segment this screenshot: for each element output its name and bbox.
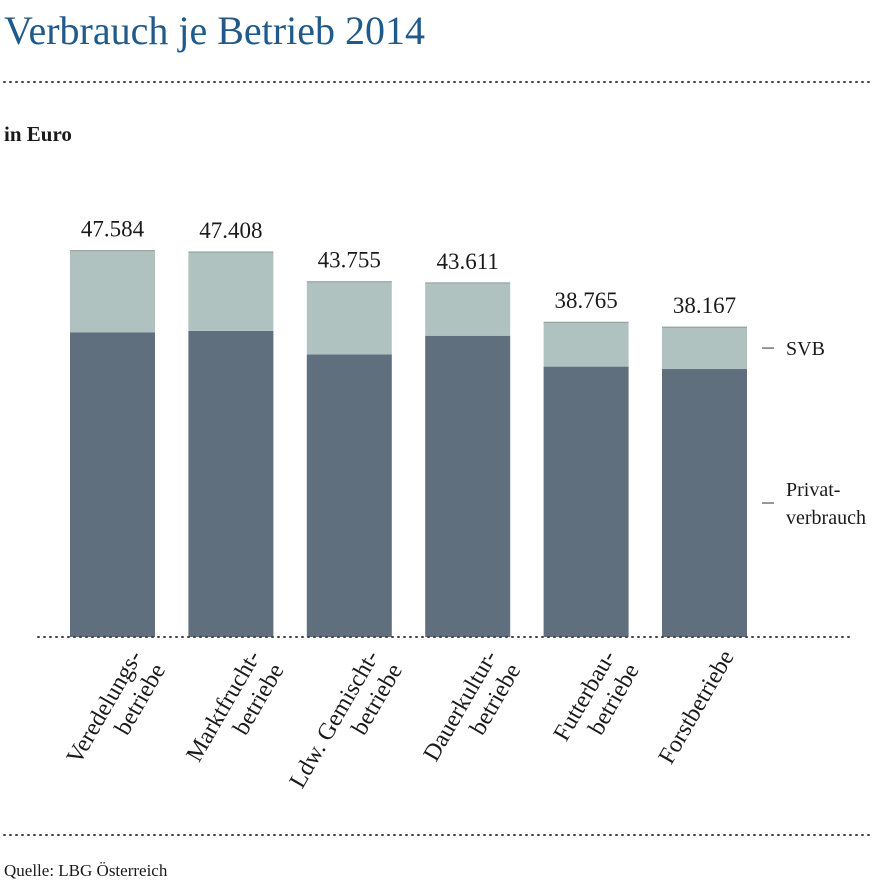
source: Quelle: LBG Österreich [4, 861, 168, 880]
total-label: 38.167 [673, 293, 736, 318]
bar-segment [662, 369, 747, 637]
legend-label: verbrauch [786, 507, 866, 529]
bar-segment [188, 330, 274, 637]
legend-label: SVB [786, 338, 825, 360]
bar-segment [188, 252, 274, 331]
total-label: 43.755 [318, 248, 381, 273]
total-label: 43.611 [436, 249, 498, 274]
chart-subtitle: in Euro [4, 122, 72, 146]
bar-segment [543, 366, 629, 637]
bar-segment [70, 332, 155, 637]
bar-segment [70, 250, 155, 333]
bar-segment [425, 335, 511, 637]
bar-segment [662, 327, 747, 370]
bar-segment [306, 354, 392, 637]
chart-title: Verbrauch je Betrieb 2014 [4, 8, 425, 53]
total-label: 38.765 [554, 288, 617, 313]
total-label: 47.584 [81, 217, 145, 242]
total-label: 47.408 [199, 218, 262, 243]
bar-segment [306, 281, 392, 355]
bar-segment [543, 322, 629, 367]
bar-segment [425, 282, 511, 336]
legend-label: Privat- [786, 479, 840, 501]
x-tick-label: Forstbetriebe [654, 646, 740, 769]
